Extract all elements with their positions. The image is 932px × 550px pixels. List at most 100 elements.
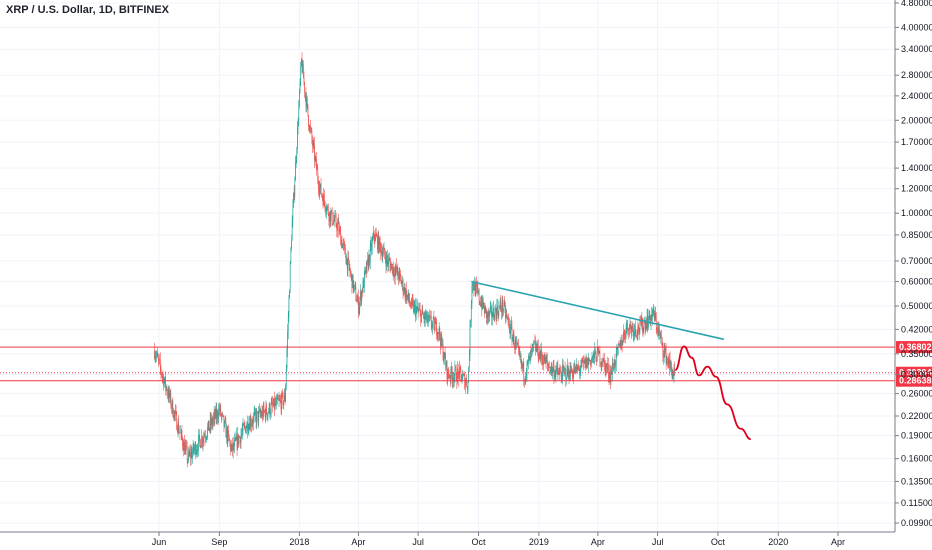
candle-body <box>292 206 294 222</box>
y-tick-label: 0.16000 <box>901 454 932 464</box>
candle-body <box>517 344 519 346</box>
candle-body <box>392 267 394 275</box>
candle-body <box>545 356 546 365</box>
candle-body <box>377 236 378 250</box>
candle-body <box>645 323 647 330</box>
candle-body <box>286 349 288 369</box>
candle-body <box>373 231 374 238</box>
candle-body <box>652 308 654 315</box>
candle-body <box>482 297 483 310</box>
candle-body <box>349 268 351 273</box>
candle-body <box>171 406 172 408</box>
candle-body <box>467 382 469 390</box>
candle-body <box>548 366 550 368</box>
candle-body <box>611 370 613 374</box>
candle-body <box>239 437 241 438</box>
candle-body <box>266 405 267 414</box>
grid-lines <box>0 0 895 532</box>
candle-body <box>300 65 302 82</box>
candle-body <box>547 363 549 367</box>
candle-body <box>640 321 642 326</box>
candle-body <box>159 359 161 361</box>
candle-body <box>571 371 572 373</box>
candle-body <box>170 393 172 407</box>
y-tick-label: 1.70000 <box>901 137 932 147</box>
candle-body <box>666 358 668 364</box>
candle-body <box>494 308 496 321</box>
candle-body <box>426 312 428 317</box>
candles <box>154 52 675 468</box>
candle-body <box>179 432 181 434</box>
candle-body <box>493 308 494 318</box>
candle-body <box>426 312 428 322</box>
candle-body <box>602 358 604 366</box>
candle-body <box>277 397 279 401</box>
candle-body <box>627 329 629 330</box>
candle-body <box>495 308 496 311</box>
candle-body <box>228 435 230 441</box>
candle-body <box>433 317 435 319</box>
candle-body <box>223 416 225 427</box>
candle-body <box>214 412 216 419</box>
candle-body <box>604 359 605 364</box>
candle-body <box>563 368 565 371</box>
candle-body <box>511 326 513 341</box>
candle-body <box>174 411 176 414</box>
candle-body <box>515 339 517 345</box>
candle-body <box>632 327 634 336</box>
candle-body <box>175 411 176 414</box>
candle-body <box>203 436 204 441</box>
y-axis: 4.80000 4.00000 3.40000 2.80000 2.40000 2.000… <box>894 0 932 532</box>
candle-body <box>280 399 282 410</box>
candle-body <box>264 411 265 412</box>
candle-body <box>560 372 562 378</box>
candle-body <box>231 444 233 447</box>
candle-body <box>259 409 260 411</box>
candle-body <box>346 258 347 265</box>
candle-body <box>523 362 525 380</box>
candle-body <box>192 443 194 452</box>
candle-body <box>415 308 417 317</box>
y-tick-label: 0.19000 <box>901 431 932 441</box>
candle-body <box>407 294 408 297</box>
candle-body <box>431 325 433 328</box>
candle-body <box>270 413 271 416</box>
candle-body <box>163 381 165 387</box>
candle-body <box>201 436 202 446</box>
candle-body <box>262 410 264 418</box>
candle-body <box>203 436 205 437</box>
candle-body <box>305 94 307 107</box>
candle-body <box>198 436 199 452</box>
candle-body <box>341 239 342 246</box>
candle-body <box>282 393 284 406</box>
candle-body <box>343 243 345 245</box>
candle-body <box>498 306 500 317</box>
candle-body <box>545 356 547 362</box>
candle-body <box>518 348 520 353</box>
candle-body <box>492 308 494 317</box>
candle-body <box>339 228 340 233</box>
candle-body <box>158 359 160 361</box>
candle-body <box>390 265 392 271</box>
candle-body <box>287 331 288 350</box>
candle-body <box>360 291 362 302</box>
candle-body <box>283 394 285 401</box>
candle-body <box>522 362 524 368</box>
candle-body <box>611 363 613 374</box>
candle-body <box>304 92 306 95</box>
candle-body <box>370 243 372 246</box>
candle-body <box>394 270 396 278</box>
candle-body <box>585 357 587 368</box>
candle-body <box>369 245 371 263</box>
candle-body <box>587 358 588 369</box>
candle-body <box>319 187 321 193</box>
candle-body <box>232 443 234 451</box>
candle-body <box>619 340 621 347</box>
candle-body <box>629 326 630 335</box>
candle-body <box>355 287 357 301</box>
candle-body <box>241 433 243 436</box>
candle-body <box>480 302 482 306</box>
candle-body <box>495 310 497 319</box>
candle-body <box>544 354 546 365</box>
